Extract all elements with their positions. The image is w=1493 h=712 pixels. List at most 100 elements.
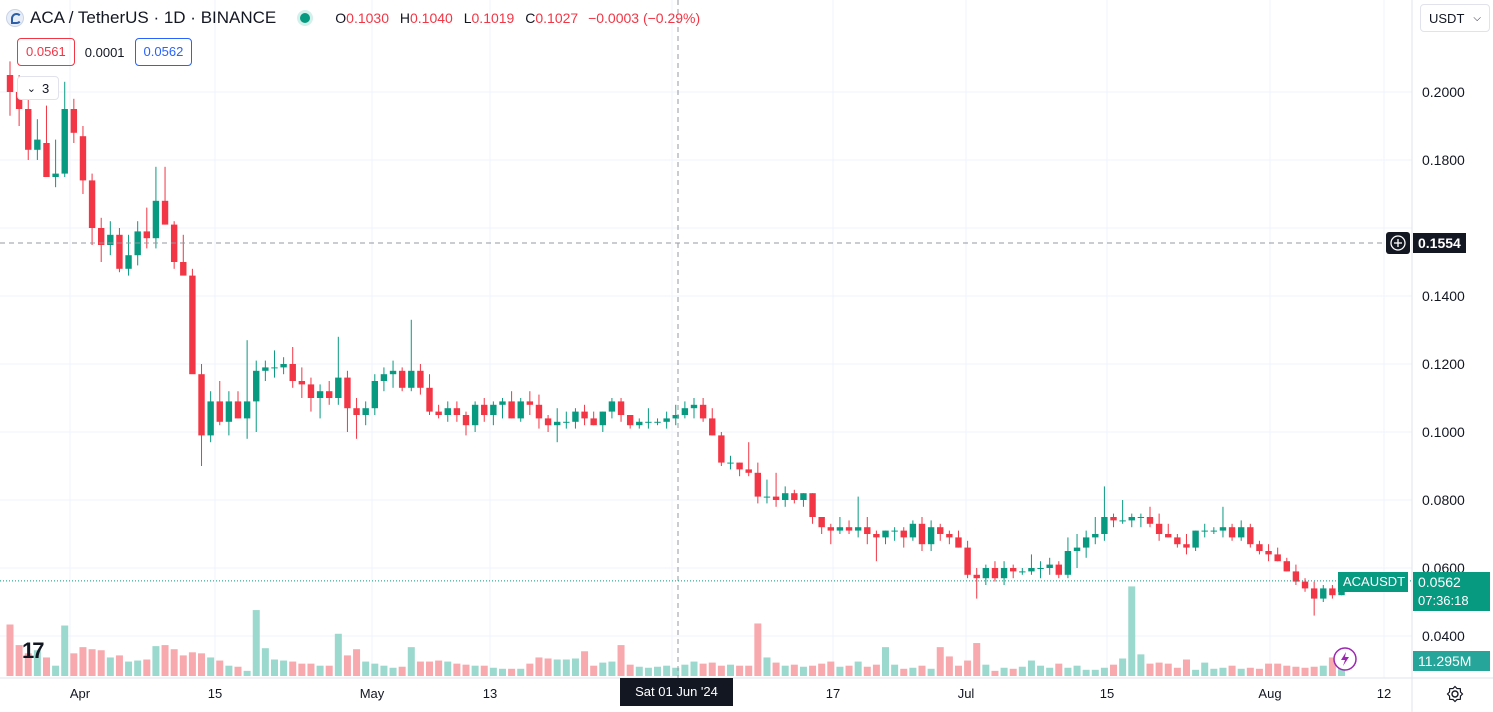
volume-bar: [754, 623, 762, 676]
volume-bar: [1210, 668, 1218, 676]
candle-body: [690, 404, 698, 409]
volume-bar: [243, 670, 251, 676]
candle-body: [508, 401, 515, 419]
candle-body: [298, 381, 306, 385]
candle-body: [1219, 527, 1227, 531]
add-alert-icon[interactable]: [1386, 232, 1410, 254]
volume-bar: [1018, 666, 1026, 676]
ohlc-close: 0.1027: [535, 10, 579, 26]
volume-bar: [900, 668, 908, 676]
candle-body: [98, 228, 105, 245]
candle-body: [1019, 571, 1026, 573]
candle-body: [6, 75, 14, 92]
volume-bar: [435, 660, 443, 676]
volume-bar: [863, 666, 871, 676]
candle-body: [1201, 530, 1208, 532]
candle-body: [927, 527, 935, 545]
candle-body: [964, 547, 971, 575]
candle-body: [70, 109, 78, 133]
market-status-icon[interactable]: [300, 13, 311, 23]
candle-body: [800, 493, 807, 500]
volume-bar: [325, 665, 333, 676]
candle-body: [207, 401, 214, 436]
volume-bar: [1328, 657, 1336, 676]
candle-body: [1128, 517, 1135, 521]
volume-bar: [1027, 660, 1035, 676]
candle-body: [353, 408, 360, 415]
candle-body: [152, 200, 160, 239]
candle-body: [1037, 568, 1044, 569]
candle-body: [25, 109, 32, 150]
candle-body: [1301, 581, 1309, 589]
volume-bar: [799, 666, 807, 676]
volume-bar: [6, 624, 14, 676]
volume-bar: [681, 664, 689, 676]
volume-bar: [945, 656, 953, 676]
time-axis-label: 12: [1376, 686, 1392, 701]
candle-body: [900, 530, 907, 538]
volume-bar: [809, 665, 817, 676]
volume-bar: [225, 665, 233, 676]
volume-bar: [909, 667, 917, 676]
volume-bar: [1009, 668, 1017, 676]
candle-body: [1165, 534, 1172, 538]
volume-bar: [1155, 662, 1163, 676]
candle-body: [626, 415, 634, 426]
volume-bar: [854, 661, 862, 676]
candle-body: [1092, 534, 1099, 538]
volume-bar: [590, 665, 598, 676]
lightning-icon[interactable]: [1332, 646, 1358, 672]
volume-bar: [1100, 667, 1108, 676]
volume-bar: [143, 659, 151, 676]
volume-bar: [1246, 667, 1254, 676]
candle-body: [453, 408, 461, 415]
volume-bar: [1237, 668, 1245, 676]
candle-body: [827, 527, 834, 531]
volume-bar: [617, 645, 625, 676]
candle-body: [836, 527, 844, 531]
volume-bar: [562, 659, 570, 676]
volume-bar: [726, 664, 734, 676]
volume-bar: [489, 667, 497, 676]
candle-body: [1210, 530, 1218, 532]
symbol-price-tag: ACAUSDT: [1338, 572, 1408, 592]
volume-bar: [1319, 665, 1327, 676]
volume-bar: [827, 661, 835, 676]
sell-button[interactable]: 0.0561: [17, 38, 75, 66]
price-axis-label: 0.1200: [1422, 356, 1465, 372]
indicators-toggle-button[interactable]: ⌄ 3: [17, 76, 59, 100]
volume-bar: [1146, 663, 1154, 676]
volume-bar: [790, 664, 798, 676]
candle-body: [417, 370, 424, 388]
gear-icon[interactable]: [1446, 685, 1464, 703]
candle-body: [1192, 530, 1199, 548]
volume-bar: [371, 663, 379, 676]
candle-body: [946, 534, 953, 538]
currency-select[interactable]: USDT ⌵: [1420, 4, 1490, 32]
candle-body: [408, 370, 415, 388]
candle-body: [262, 367, 269, 371]
candle-body: [581, 411, 588, 419]
candle-body: [1310, 588, 1318, 599]
volume-bar: [1164, 663, 1172, 676]
volume-bar: [1110, 664, 1118, 676]
symbol-title[interactable]: ACA / TetherUS · 1D · BINANCE: [30, 8, 277, 27]
chevron-down-icon: ⌄: [26, 82, 36, 95]
volume-bar: [1173, 667, 1181, 676]
candle-body: [79, 136, 87, 181]
candle-body: [161, 200, 169, 225]
candle-body: [1000, 568, 1008, 579]
volume-bar: [188, 652, 196, 676]
volume-bar: [480, 665, 488, 676]
tradingview-logo[interactable]: 17: [22, 638, 45, 663]
buy-button[interactable]: 0.0562: [134, 38, 193, 66]
volume-bar: [161, 645, 169, 676]
volume-bar: [1055, 663, 1063, 676]
currency-label: USDT: [1429, 10, 1465, 26]
price-axis-label: 0.1800: [1422, 152, 1465, 168]
volume-bar: [1338, 665, 1346, 676]
candle-body: [1082, 537, 1090, 548]
volume-bar: [270, 659, 278, 676]
volume-bar: [544, 658, 552, 676]
